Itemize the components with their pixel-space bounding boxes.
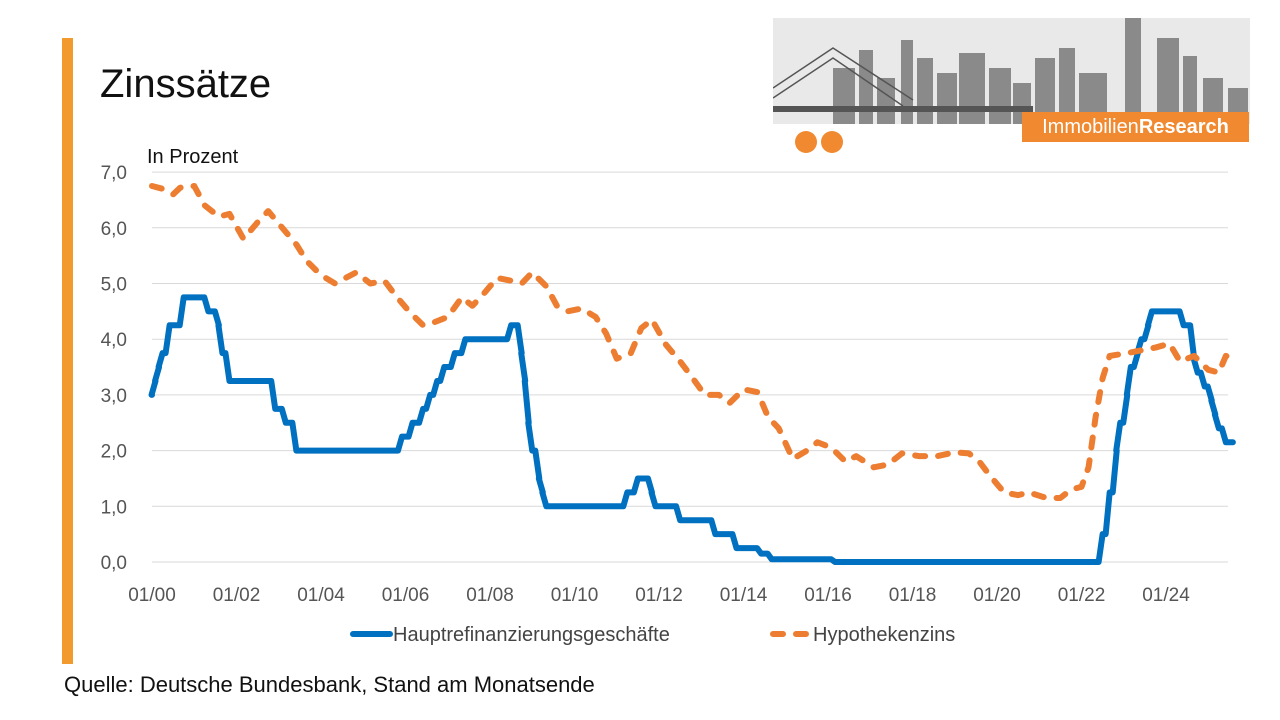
x-tick-label: 01/18 <box>889 585 937 606</box>
brand-bold: Research <box>1138 116 1229 138</box>
x-tick-label: 01/04 <box>297 585 345 606</box>
y-tick-label: 5,0 <box>101 275 127 296</box>
x-tick-label: 01/20 <box>973 585 1021 606</box>
brand-dot <box>821 131 843 153</box>
brand-light: Immobilien <box>1042 116 1139 138</box>
y-tick-label: 7,0 <box>101 163 127 184</box>
y-tick-label: 3,0 <box>101 386 127 407</box>
x-tick-label: 01/02 <box>213 585 261 606</box>
x-tick-label: 01/24 <box>1142 585 1190 606</box>
x-tick-label: 01/10 <box>551 585 599 606</box>
page-title: Zinssätze <box>100 62 272 106</box>
brand-dot <box>795 131 817 153</box>
x-tick-label: 01/06 <box>382 585 430 606</box>
x-tick-label: 01/22 <box>1058 585 1106 606</box>
y-tick-label: 6,0 <box>101 219 127 240</box>
y-tick-label: 2,0 <box>101 442 127 463</box>
skyline-photo <box>773 18 1250 124</box>
legend-label: Hypothekenzins <box>813 624 955 646</box>
legend-label: Hauptrefinanzierungsgeschäfte <box>393 624 670 646</box>
brand-logo: ImmobilienResearch <box>1022 112 1249 142</box>
series-line-refinancing-rate <box>148 294 1236 565</box>
series-line-mortgage-rate <box>149 183 1236 501</box>
y-tick-label: 1,0 <box>101 497 127 518</box>
y-tick-label: 0,0 <box>101 553 127 574</box>
x-tick-label: 01/00 <box>128 585 176 606</box>
x-tick-label: 01/12 <box>635 585 683 606</box>
x-tick-label: 01/14 <box>720 585 768 606</box>
x-tick-label: 01/16 <box>804 585 852 606</box>
accent-bar <box>62 38 73 664</box>
y-tick-label: 4,0 <box>101 330 127 351</box>
source-note: Quelle: Deutsche Bundesbank, Stand am Mo… <box>64 672 595 697</box>
y-axis-unit: In Prozent <box>147 146 239 168</box>
x-tick-label: 01/08 <box>466 585 514 606</box>
